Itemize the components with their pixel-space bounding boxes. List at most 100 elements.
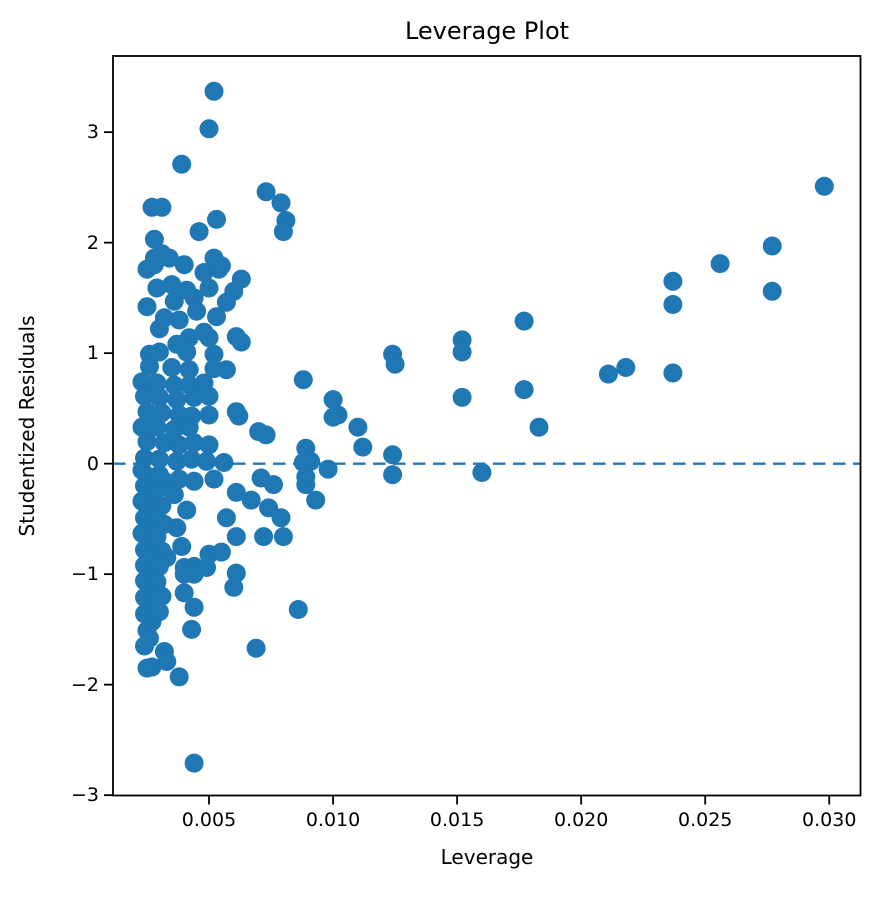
scatter-point bbox=[147, 480, 167, 500]
x-tick-label: 0.030 bbox=[802, 808, 857, 831]
x-tick-label: 0.010 bbox=[305, 808, 361, 831]
scatter-point bbox=[318, 459, 338, 479]
scatter-point bbox=[167, 390, 187, 410]
chart-title: Leverage Plot bbox=[404, 17, 570, 45]
scatter-point bbox=[152, 496, 172, 516]
scatter-point bbox=[199, 119, 219, 139]
scatter-point bbox=[149, 387, 169, 407]
x-tick-label: 0.025 bbox=[677, 808, 733, 831]
scatter-point bbox=[197, 451, 216, 471]
scatter-point bbox=[164, 375, 184, 395]
scatter-point bbox=[184, 471, 204, 491]
scatter-point bbox=[184, 433, 204, 453]
scatter-point bbox=[226, 527, 246, 547]
scatter-point bbox=[162, 275, 182, 295]
scatter-point bbox=[224, 577, 244, 597]
scatter-point bbox=[256, 425, 276, 445]
y-tick-label: −1 bbox=[70, 563, 99, 586]
scatter-point bbox=[616, 358, 636, 377]
scatter-point bbox=[152, 541, 172, 561]
scatter-point bbox=[199, 405, 219, 425]
scatter-point bbox=[132, 417, 152, 437]
scatter-point bbox=[149, 319, 169, 339]
scatter-point bbox=[187, 301, 207, 321]
scatter-point bbox=[199, 386, 219, 406]
scatter-point bbox=[663, 363, 683, 383]
scatter-point bbox=[273, 222, 293, 242]
scatter-point bbox=[174, 564, 194, 584]
scatter-point bbox=[204, 469, 224, 489]
scatter-point bbox=[132, 372, 152, 392]
scatter-point bbox=[226, 482, 246, 502]
scatter-point bbox=[152, 403, 172, 423]
scatter-point bbox=[147, 527, 167, 547]
scatter-point bbox=[288, 600, 308, 619]
scatter-point bbox=[172, 154, 192, 174]
scatter-point bbox=[323, 407, 343, 427]
scatter-point bbox=[211, 542, 231, 562]
scatter-point bbox=[293, 370, 313, 390]
scatter-point bbox=[472, 463, 492, 482]
scatter-point bbox=[199, 278, 219, 298]
scatter-point bbox=[323, 390, 343, 410]
scatter-point bbox=[144, 229, 164, 249]
scatter-point bbox=[254, 527, 274, 547]
scatter-point bbox=[147, 278, 167, 298]
scatter-point bbox=[184, 753, 204, 773]
scatter-point bbox=[216, 292, 236, 312]
scatter-point bbox=[182, 449, 202, 469]
scatter-point bbox=[204, 344, 224, 364]
scatter-point bbox=[174, 255, 194, 275]
scatter-point bbox=[246, 638, 266, 658]
scatter-point bbox=[383, 445, 403, 465]
scatter-point bbox=[169, 667, 189, 687]
scatter-point bbox=[293, 453, 313, 472]
scatter-points bbox=[132, 81, 834, 773]
scatter-point bbox=[452, 387, 472, 407]
scatter-point bbox=[164, 291, 184, 311]
y-tick-label: 0 bbox=[86, 452, 99, 475]
scatter-point bbox=[149, 602, 169, 622]
scatter-point bbox=[147, 417, 167, 437]
scatter-point bbox=[204, 81, 224, 101]
scatter-point bbox=[167, 451, 187, 471]
scatter-point bbox=[216, 360, 236, 380]
x-tick-label: 0.005 bbox=[181, 808, 237, 831]
scatter-point bbox=[529, 417, 549, 437]
y-tick-label: −3 bbox=[70, 784, 99, 807]
y-tick-label: 1 bbox=[86, 342, 99, 365]
scatter-point bbox=[149, 449, 169, 469]
scatter-point bbox=[271, 193, 291, 213]
scatter-point bbox=[167, 518, 187, 538]
scatter-point bbox=[147, 572, 167, 592]
scatter-point bbox=[306, 490, 326, 510]
scatter-point bbox=[385, 354, 405, 374]
scatter-point bbox=[157, 652, 177, 671]
scatter-point bbox=[182, 619, 202, 639]
scatter-point bbox=[194, 263, 214, 282]
x-axis-label: Leverage bbox=[440, 845, 534, 869]
x-tick-label: 0.015 bbox=[429, 808, 485, 831]
y-tick-label: −2 bbox=[70, 673, 99, 696]
scatter-point bbox=[209, 259, 229, 279]
scatter-point bbox=[231, 332, 251, 352]
scatter-point bbox=[184, 597, 204, 617]
scatter-point bbox=[814, 176, 834, 196]
scatter-point bbox=[169, 469, 189, 489]
scatter-point bbox=[149, 511, 169, 531]
scatter-point bbox=[762, 236, 782, 256]
scatter-point bbox=[137, 402, 157, 422]
scatter-point bbox=[241, 490, 261, 510]
scatter-point bbox=[226, 563, 246, 583]
scatter-point bbox=[216, 508, 236, 528]
scatter-point bbox=[152, 586, 172, 606]
scatter-point bbox=[514, 311, 534, 331]
scatter-point bbox=[214, 453, 234, 472]
x-tick-label: 0.020 bbox=[553, 808, 609, 831]
axes-box bbox=[112, 55, 862, 797]
scatter-point bbox=[271, 508, 291, 528]
scatter-point bbox=[348, 417, 368, 437]
scatter-point bbox=[149, 556, 169, 576]
